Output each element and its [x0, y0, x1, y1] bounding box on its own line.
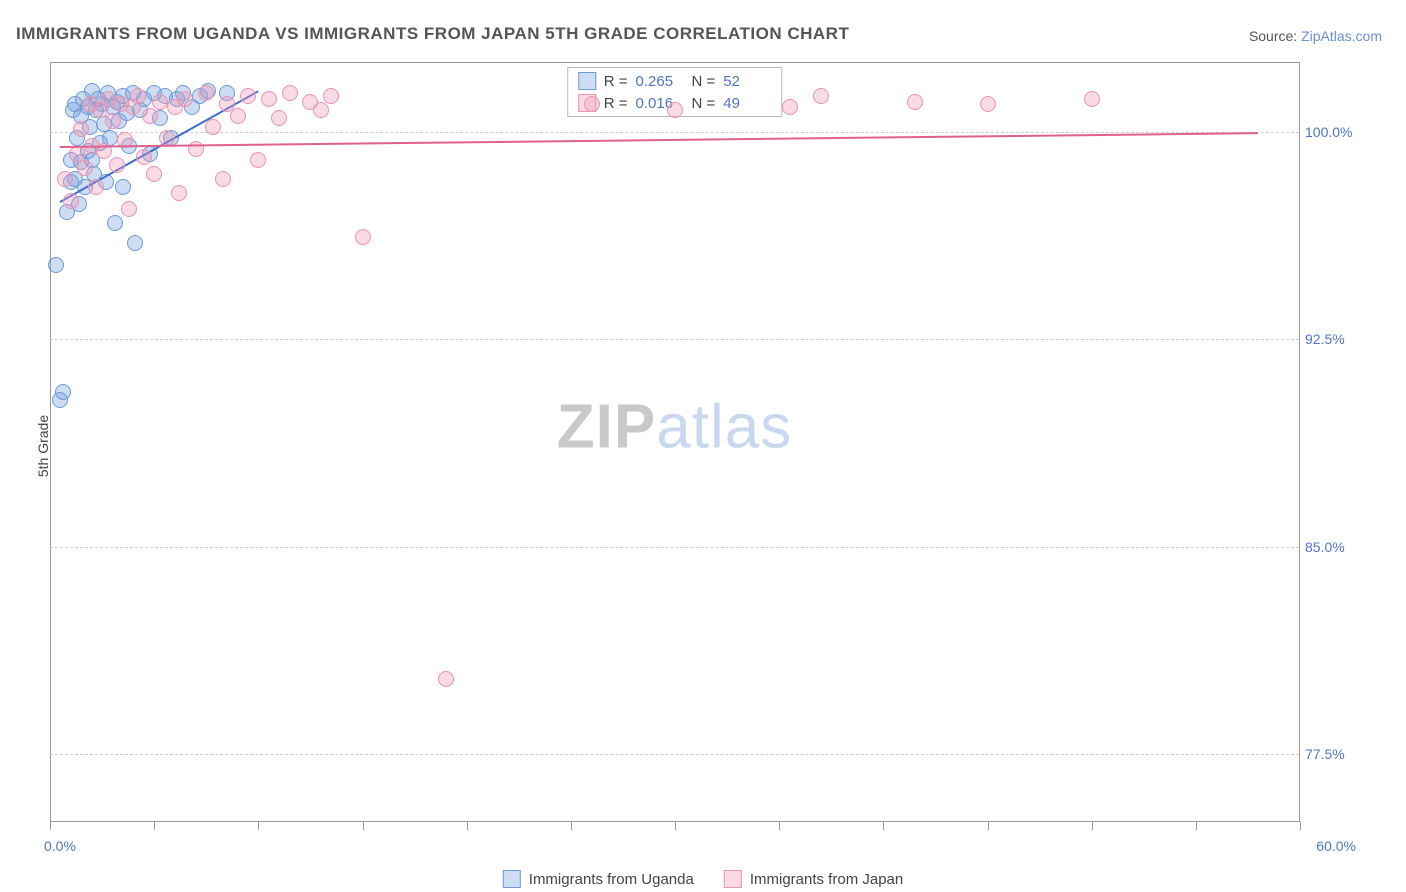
scatter-point — [107, 215, 123, 231]
chart-title: IMMIGRANTS FROM UGANDA VS IMMIGRANTS FRO… — [16, 24, 849, 44]
scatter-point — [198, 85, 214, 101]
scatter-point — [105, 113, 121, 129]
chart-area: ZIPatlas R =0.265N =52R =0.016N =49 77.5… — [50, 62, 1300, 822]
watermark-light: atlas — [656, 393, 792, 462]
x-tick — [363, 822, 364, 830]
scatter-point — [48, 257, 64, 273]
x-tick — [154, 822, 155, 830]
y-tick-label: 92.5% — [1305, 331, 1355, 347]
legend-label: Immigrants from Uganda — [529, 871, 694, 888]
scatter-point — [230, 108, 246, 124]
scatter-point — [215, 171, 231, 187]
y-tick-label: 77.5% — [1305, 746, 1355, 762]
scatter-point — [188, 141, 204, 157]
stats-row: R = 0.265 N = 52 — [578, 70, 772, 92]
scatter-point — [171, 185, 187, 201]
legend-swatch — [503, 870, 521, 888]
scatter-point — [438, 671, 454, 687]
source-label: Source: — [1249, 28, 1297, 44]
stats-r-label: R = — [604, 73, 628, 90]
legend-swatch — [724, 870, 742, 888]
x-tick — [1196, 822, 1197, 830]
scatter-point — [1084, 91, 1100, 107]
scatter-point — [584, 96, 600, 112]
x-tick — [675, 822, 676, 830]
scatter-point — [261, 91, 277, 107]
scatter-point — [177, 91, 193, 107]
stats-r-label: R = — [604, 95, 628, 112]
gridline-horizontal — [50, 547, 1299, 548]
scatter-point — [57, 171, 73, 187]
scatter-point — [240, 88, 256, 104]
x-tick — [883, 822, 884, 830]
scatter-point — [355, 229, 371, 245]
scatter-point — [271, 110, 287, 126]
x-tick — [258, 822, 259, 830]
stats-n-label: N = — [692, 95, 716, 112]
source-attribution: Source: ZipAtlas.com — [1249, 28, 1382, 44]
scatter-point — [323, 88, 339, 104]
legend: Immigrants from Uganda Immigrants from Ja… — [503, 870, 903, 888]
scatter-point — [667, 102, 683, 118]
scatter-point — [159, 130, 175, 146]
x-tick — [988, 822, 989, 830]
x-tick — [1300, 822, 1301, 830]
watermark-bold: ZIP — [557, 393, 656, 462]
x-tick — [571, 822, 572, 830]
scatter-point — [152, 94, 168, 110]
scatter-point — [282, 85, 298, 101]
scatter-point — [77, 160, 93, 176]
scatter-point — [146, 166, 162, 182]
x-tick — [50, 822, 51, 830]
x-tick — [1092, 822, 1093, 830]
legend-item: Immigrants from Japan — [724, 870, 903, 888]
scatter-point — [130, 88, 146, 104]
stats-swatch — [578, 72, 596, 90]
scatter-point — [250, 152, 266, 168]
x-axis-min-label: 0.0% — [44, 838, 76, 854]
stats-r-value: 0.265 — [636, 73, 684, 90]
scatter-point — [136, 149, 152, 165]
scatter-point — [55, 384, 71, 400]
scatter-point — [109, 157, 125, 173]
scatter-point — [63, 193, 79, 209]
legend-item: Immigrants from Uganda — [503, 870, 694, 888]
scatter-point — [782, 99, 798, 115]
scatter-point — [115, 179, 131, 195]
source-link[interactable]: ZipAtlas.com — [1301, 28, 1382, 44]
gridline-horizontal — [50, 339, 1299, 340]
x-tick — [779, 822, 780, 830]
x-axis-max-label: 60.0% — [1316, 838, 1356, 854]
scatter-point — [313, 102, 329, 118]
scatter-point — [127, 235, 143, 251]
scatter-point — [121, 201, 137, 217]
scatter-point — [142, 108, 158, 124]
watermark: ZIPatlas — [557, 392, 792, 463]
plot-area: ZIPatlas R =0.265N =52R =0.016N =49 77.5… — [50, 62, 1300, 822]
stats-n-value: 52 — [723, 73, 771, 90]
y-tick-label: 85.0% — [1305, 539, 1355, 555]
y-tick-label: 100.0% — [1305, 124, 1355, 140]
legend-label: Immigrants from Japan — [750, 871, 903, 888]
scatter-point — [813, 88, 829, 104]
gridline-horizontal — [50, 754, 1299, 755]
scatter-point — [980, 96, 996, 112]
y-axis-label: 5th Grade — [35, 415, 51, 477]
scatter-point — [88, 179, 104, 195]
scatter-point — [73, 121, 89, 137]
x-tick — [467, 822, 468, 830]
y-axis-line — [50, 63, 51, 822]
scatter-point — [907, 94, 923, 110]
stats-n-label: N = — [692, 73, 716, 90]
trend-line — [60, 132, 1258, 148]
scatter-point — [205, 119, 221, 135]
stats-n-value: 49 — [723, 95, 771, 112]
